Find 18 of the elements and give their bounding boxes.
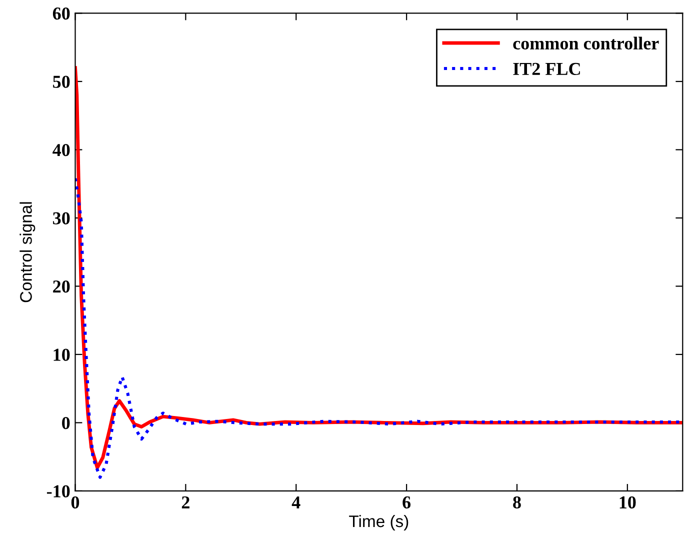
x-tick-label: 4	[292, 496, 300, 508]
x-tick-label: 8	[513, 496, 521, 509]
y-tick-label: -10	[46, 485, 70, 498]
y-tick-label: 30	[53, 212, 70, 224]
y-tick-label: 20	[53, 280, 70, 293]
x-tick-label: 10	[620, 496, 636, 509]
x-tick-label: 2	[182, 496, 190, 508]
legend-label: IT2 FLC	[513, 62, 580, 76]
y-tick-label: 40	[52, 144, 70, 156]
y-tick-label: 60	[52, 7, 70, 20]
x-tick-label: 0	[71, 496, 80, 509]
x-axis-title: Time (s)	[349, 514, 408, 530]
y-tick-label: 50	[53, 76, 70, 88]
legend-label: common controller	[513, 36, 659, 50]
y-tick-label: 0	[62, 416, 70, 430]
x-tick-label: 6	[402, 496, 411, 509]
y-tick-label: 10	[54, 348, 70, 361]
y-axis-title: Control signal	[20, 202, 36, 302]
